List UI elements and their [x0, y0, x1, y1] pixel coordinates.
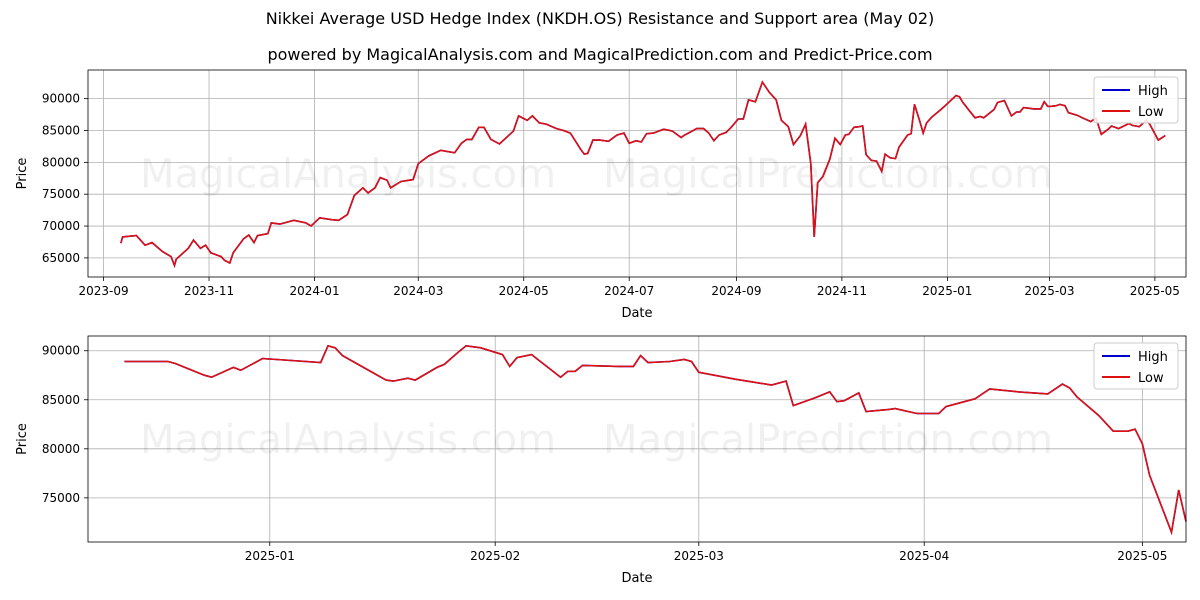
chart-subtitle: powered by MagicalAnalysis.com and Magic…: [267, 45, 933, 64]
x-tick-label: 2023-11: [184, 284, 234, 298]
y-tick-label: 90000: [42, 344, 80, 358]
x-tick-label: 2024-11: [817, 284, 867, 298]
legend-label-low: Low: [1138, 371, 1164, 386]
y-axis-label: Price: [15, 423, 30, 455]
x-tick-label: 2025-05: [1130, 284, 1180, 298]
chart-title: Nikkei Average USD Hedge Index (NKDH.OS)…: [265, 9, 935, 28]
y-tick-label: 80000: [42, 155, 80, 169]
x-tick-label: 2025-05: [1117, 549, 1167, 563]
x-axis-label: Date: [621, 306, 652, 321]
x-tick-label: 2024-09: [711, 284, 761, 298]
y-tick-label: 90000: [42, 92, 80, 106]
y-tick-label: 65000: [42, 251, 80, 265]
x-tick-label: 2024-01: [289, 284, 339, 298]
legend-label-high: High: [1138, 84, 1168, 99]
y-tick-label: 75000: [42, 187, 80, 201]
watermark-magicalanalysis: MagicalAnalysis.com: [140, 417, 556, 463]
watermark-magicalprediction: MagicalPrediction.com: [603, 152, 1053, 198]
y-tick-label: 75000: [42, 491, 80, 505]
x-tick-label: 2025-04: [899, 549, 949, 563]
plot-frame: [87, 69, 1187, 278]
x-tick-label: 2025-03: [674, 549, 724, 563]
x-tick-label: 2024-03: [393, 284, 443, 298]
y-tick-label: 85000: [42, 124, 80, 138]
x-axis-label: Date: [621, 571, 652, 586]
x-tick-label: 2024-07: [604, 284, 654, 298]
x-tick-label: 2025-03: [1024, 284, 1074, 298]
legend-label-high: High: [1138, 350, 1168, 365]
y-tick-label: 85000: [42, 393, 80, 407]
x-tick-label: 2025-02: [470, 549, 520, 563]
x-tick-label: 2023-09: [78, 284, 128, 298]
watermark-magicalanalysis: MagicalAnalysis.com: [140, 152, 556, 198]
y-tick-label: 70000: [42, 219, 80, 233]
series-low-line: [120, 80, 1166, 269]
y-tick-label: 80000: [42, 442, 80, 456]
x-tick-label: 2025-01: [922, 284, 972, 298]
x-tick-label: 2024-05: [499, 284, 549, 298]
x-tick-label: 2025-01: [245, 549, 295, 563]
legend-label-low: Low: [1138, 105, 1164, 120]
y-axis-label: Price: [15, 158, 30, 190]
plot-frame: [87, 335, 1187, 543]
series-low-line: [124, 344, 1187, 536]
watermark-magicalprediction: MagicalPrediction.com: [603, 417, 1053, 463]
